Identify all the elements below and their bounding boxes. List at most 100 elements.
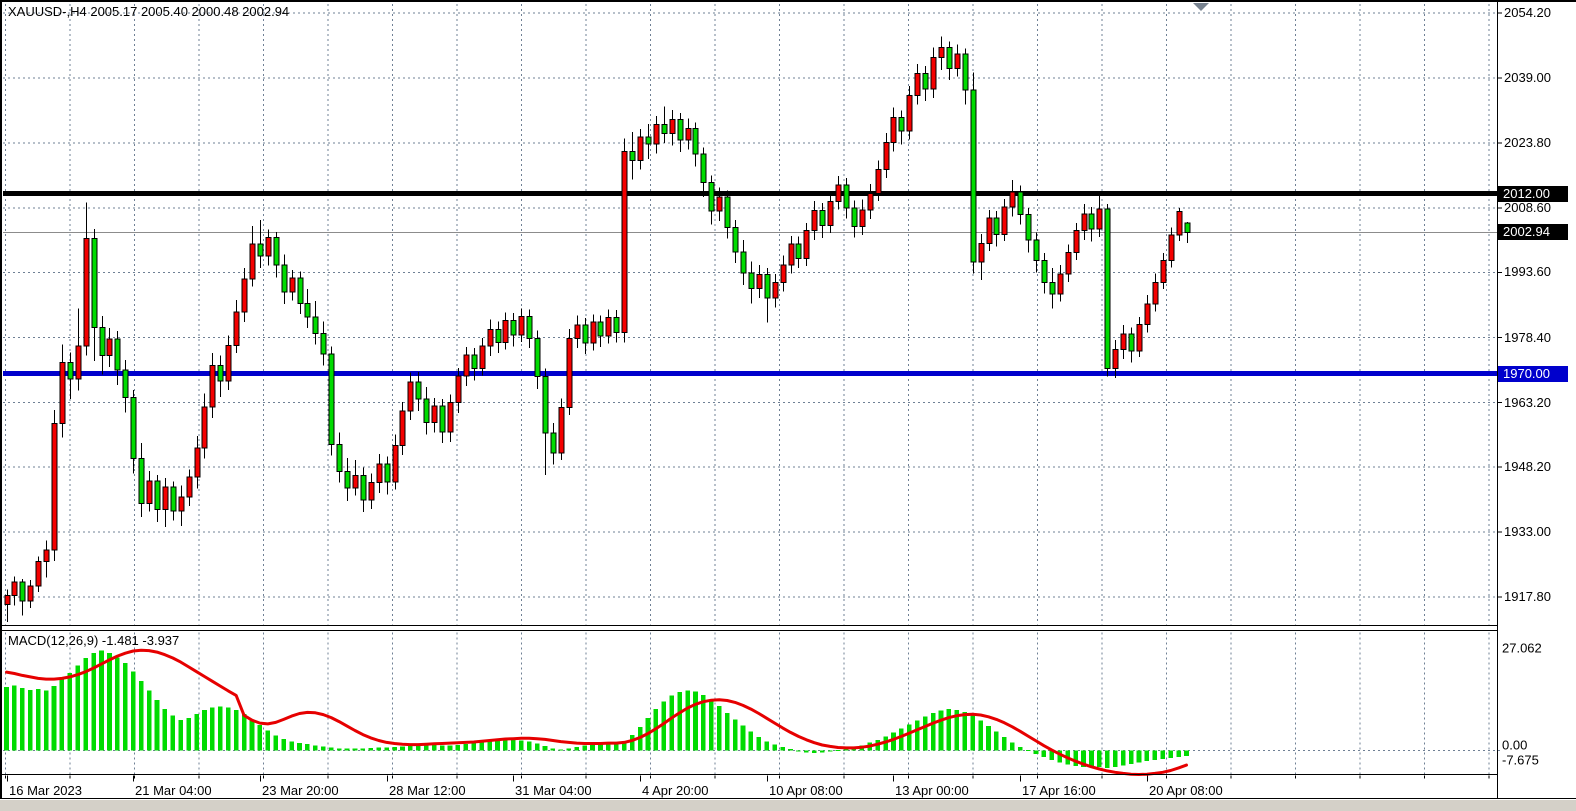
resistance-line[interactable] xyxy=(3,191,1497,197)
macd-axis-label: 27.062 xyxy=(1502,640,1542,656)
bull-candle xyxy=(1112,349,1119,369)
bull-candle xyxy=(1160,259,1167,283)
macd-histogram-bar xyxy=(495,739,500,751)
macd-histogram-bar xyxy=(289,741,294,751)
bull-candle xyxy=(590,321,597,344)
bear-candle xyxy=(661,124,668,135)
window-top-border xyxy=(0,0,1576,2)
macd-histogram-bar xyxy=(392,747,397,751)
macd-histogram-bar xyxy=(1184,750,1189,756)
bear-candle xyxy=(692,128,699,155)
bear-candle xyxy=(320,332,327,355)
bull-candle xyxy=(1168,234,1175,261)
macd-histogram-bar xyxy=(487,740,492,751)
bear-candle xyxy=(67,361,74,380)
macd-histogram-bar xyxy=(447,745,453,751)
macd-histogram-bar xyxy=(297,743,302,751)
bear-candle xyxy=(415,381,422,400)
macd-histogram-bar xyxy=(352,748,358,751)
bear-candle xyxy=(732,227,739,253)
macd-histogram-bar xyxy=(320,746,326,751)
price-axis-label: 1917.80 xyxy=(1504,589,1551,604)
macd-histogram-bar xyxy=(629,734,635,751)
price-badge-resistance: 2012.00 xyxy=(1498,185,1568,202)
macd-histogram-bar xyxy=(986,726,991,751)
bear-candle xyxy=(677,119,684,141)
bear-candle xyxy=(700,153,707,184)
macd-histogram-bar xyxy=(202,710,207,751)
macd-histogram-bar xyxy=(954,709,960,751)
macd-histogram-bar xyxy=(1168,750,1173,758)
bull-candle xyxy=(186,476,193,498)
macd-histogram-bar xyxy=(479,741,484,751)
macd-histogram-bar xyxy=(4,686,9,751)
macd-histogram-bar xyxy=(558,749,564,751)
macd-histogram-bar xyxy=(946,709,952,751)
bull-candle xyxy=(1120,333,1127,351)
macd-axis-label: -7.675 xyxy=(1502,752,1539,768)
macd-histogram-bar xyxy=(740,725,746,751)
chart-shift-marker-icon[interactable] xyxy=(1193,3,1209,11)
bear-candle xyxy=(336,444,343,473)
bull-candle xyxy=(376,463,383,484)
macd-histogram-bar xyxy=(1002,737,1007,751)
time-axis-label: 31 Mar 04:00 xyxy=(515,783,592,798)
bear-candle xyxy=(962,53,969,91)
macd-histogram-bar xyxy=(1160,750,1166,760)
bull-candle xyxy=(669,119,676,135)
bull-candle xyxy=(803,230,810,259)
bull-candle xyxy=(265,236,272,257)
bear-candle xyxy=(898,116,905,132)
bear-candle xyxy=(510,319,517,336)
time-axis-label: 13 Apr 00:00 xyxy=(895,783,969,798)
macd-histogram-bar xyxy=(550,748,556,751)
bear-candle xyxy=(154,480,161,511)
bull-candle xyxy=(233,311,240,347)
macd-histogram-bar xyxy=(130,671,136,751)
macd-histogram-bar xyxy=(693,691,698,751)
bull-candle xyxy=(225,345,232,382)
macd-histogram-bar xyxy=(716,706,722,751)
macd-histogram-bar xyxy=(423,744,429,751)
macd-signal-line xyxy=(5,648,1188,776)
bull-candle xyxy=(883,142,890,171)
macd-histogram-bar xyxy=(51,685,57,751)
bull-candle xyxy=(827,200,834,226)
macd-histogram-bar xyxy=(170,715,176,751)
bull-candle xyxy=(75,345,82,380)
macd-histogram-bar xyxy=(914,720,920,751)
macd-histogram-bar xyxy=(772,744,777,751)
bear-candle xyxy=(629,151,636,162)
macd-histogram-bar xyxy=(994,731,999,751)
bull-candle xyxy=(835,184,842,202)
bear-candle xyxy=(1128,333,1135,352)
macd-histogram-bar xyxy=(598,743,603,751)
bull-candle xyxy=(756,274,763,290)
bull-candle xyxy=(716,196,723,212)
macd-histogram-bar xyxy=(376,747,382,751)
time-axis-label: 4 Apr 20:00 xyxy=(642,783,709,798)
macd-histogram-bar xyxy=(526,741,532,751)
macd-histogram-bar xyxy=(1017,746,1023,751)
macd-histogram-bar xyxy=(1009,742,1015,751)
bear-candle xyxy=(217,364,224,382)
bull-candle xyxy=(106,338,113,357)
macd-histogram-bar xyxy=(1152,750,1158,761)
bear-candle xyxy=(439,405,446,433)
bull-candle xyxy=(1176,211,1183,236)
macd-histogram-bar xyxy=(1073,750,1078,767)
macd-histogram-bar xyxy=(503,739,508,751)
macd-histogram-bar xyxy=(249,719,255,751)
price-axis-label: 1963.20 xyxy=(1504,394,1551,410)
macd-histogram-bar xyxy=(12,685,17,751)
bear-candle xyxy=(534,337,541,378)
bear-candle xyxy=(384,463,391,483)
macd-histogram-bar xyxy=(336,748,342,751)
macd-histogram-bar xyxy=(534,743,540,751)
macd-histogram-bar xyxy=(455,744,461,751)
support-line[interactable] xyxy=(3,371,1497,377)
macd-histogram-bar xyxy=(20,687,25,751)
bull-candle xyxy=(1136,324,1143,352)
